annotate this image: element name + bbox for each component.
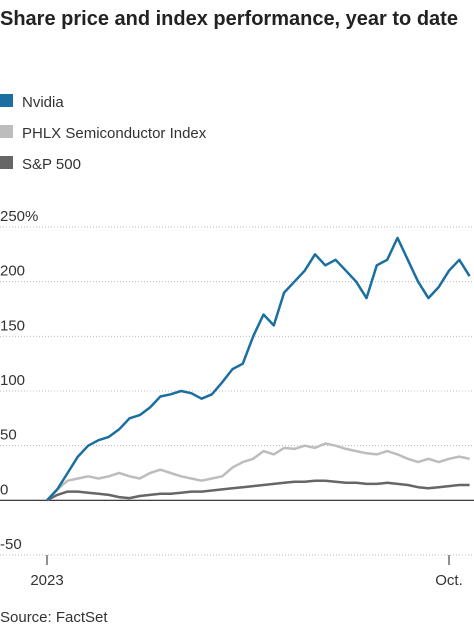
legend-label: Nvidia <box>22 94 64 111</box>
y-tick-label: 0 <box>0 481 8 498</box>
y-tick-label: 100 <box>0 372 25 389</box>
y-tick-label: -50 <box>0 536 22 553</box>
chart-title: Share price and index performance, year … <box>0 8 458 30</box>
source: Source: FactSet <box>0 609 108 626</box>
x-tick-label: Oct. <box>435 572 463 589</box>
legend-swatch <box>0 94 13 107</box>
y-tick-label: 50 <box>0 427 17 444</box>
y-tick-label: 200 <box>0 263 25 280</box>
legend-swatch <box>0 156 13 169</box>
y-tick-label: 250% <box>0 208 38 225</box>
series-line <box>46 236 471 502</box>
series-line <box>46 479 470 502</box>
legend-label: PHLX Semiconductor Index <box>22 125 207 142</box>
legend-label: S&P 500 <box>22 156 81 173</box>
legend-swatch <box>0 125 13 138</box>
y-tick-label: 150 <box>0 317 25 334</box>
x-tick-label: 2023 <box>30 572 63 589</box>
series-line <box>46 442 470 502</box>
